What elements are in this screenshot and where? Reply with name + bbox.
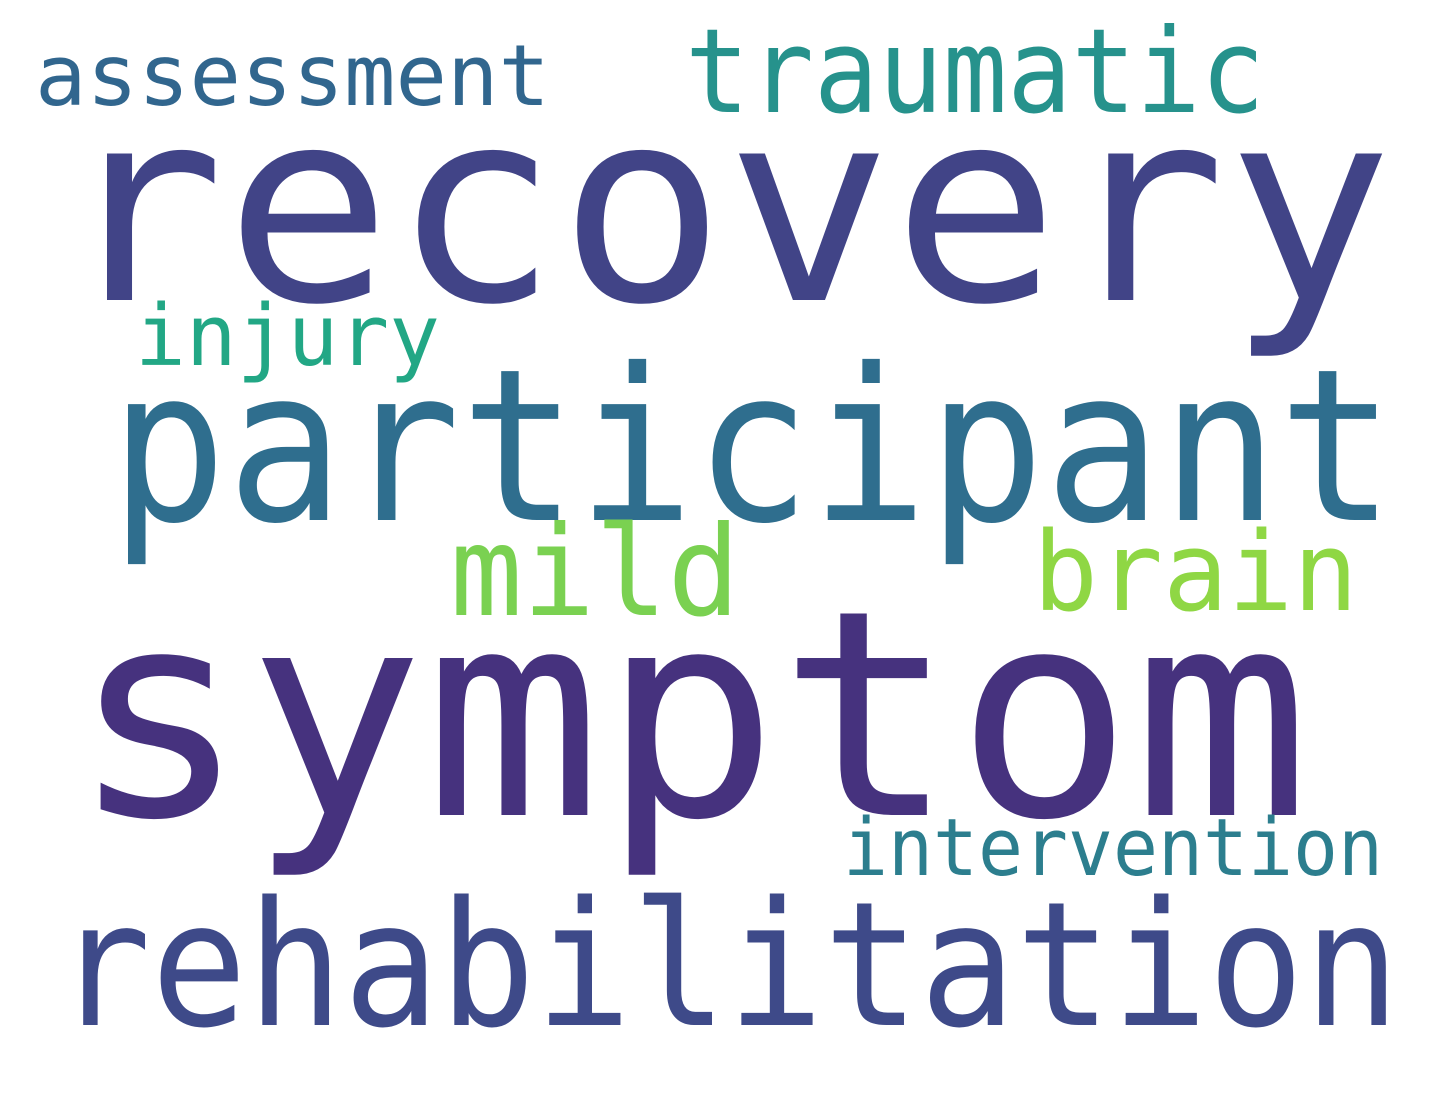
word-mild: mild [450, 500, 740, 645]
word-recovery: recovery [58, 52, 1393, 364]
word-intervention: intervention [843, 802, 1383, 894]
word-symptom: symptom [70, 549, 1310, 883]
word-traumatic: traumatic [685, 3, 1265, 140]
word-assessment: assessment [35, 27, 550, 126]
word-brain: brain [1033, 508, 1358, 636]
word-injury: injury [135, 287, 440, 386]
word-rehabilitation: rehabilitation [55, 864, 1400, 1066]
word-participant: participant [110, 323, 1395, 570]
